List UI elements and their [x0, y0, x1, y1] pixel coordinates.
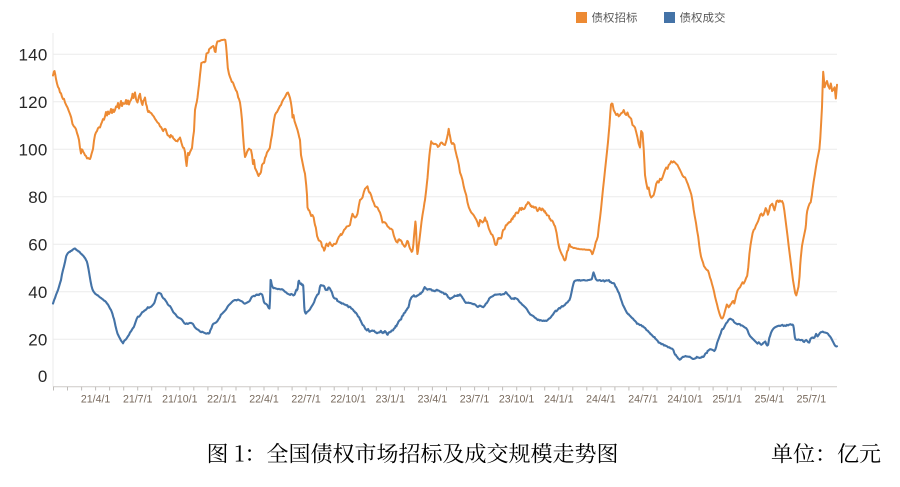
- svg-text:140: 140: [19, 45, 48, 64]
- svg-text:0: 0: [38, 367, 48, 386]
- svg-text:23/1/1: 23/1/1: [376, 394, 406, 406]
- svg-text:24/7/1: 24/7/1: [628, 394, 658, 406]
- svg-text:25/4/1: 25/4/1: [755, 394, 785, 406]
- svg-text:22/4/1: 22/4/1: [249, 394, 279, 406]
- svg-text:22/1/1: 22/1/1: [207, 394, 237, 406]
- svg-text:21/10/1: 21/10/1: [162, 394, 197, 406]
- svg-text:80: 80: [28, 188, 47, 207]
- svg-text:100: 100: [19, 140, 48, 159]
- svg-text:40: 40: [28, 283, 47, 302]
- svg-text:60: 60: [28, 235, 47, 254]
- svg-text:25/7/1: 25/7/1: [797, 394, 827, 406]
- svg-text:24/4/1: 24/4/1: [586, 394, 616, 406]
- svg-text:23/7/1: 23/7/1: [460, 394, 490, 406]
- svg-text:24/10/1: 24/10/1: [667, 394, 702, 406]
- svg-text:22/10/1: 22/10/1: [331, 394, 366, 406]
- svg-text:23/4/1: 23/4/1: [418, 394, 448, 406]
- svg-text:24/1/1: 24/1/1: [544, 394, 574, 406]
- svg-text:23/10/1: 23/10/1: [499, 394, 534, 406]
- svg-text:22/7/1: 22/7/1: [291, 394, 321, 406]
- svg-text:120: 120: [19, 93, 48, 112]
- svg-text:21/7/1: 21/7/1: [123, 394, 153, 406]
- svg-text:25/1/1: 25/1/1: [712, 394, 742, 406]
- svg-text:21/4/1: 21/4/1: [81, 394, 111, 406]
- svg-text:20: 20: [28, 330, 47, 349]
